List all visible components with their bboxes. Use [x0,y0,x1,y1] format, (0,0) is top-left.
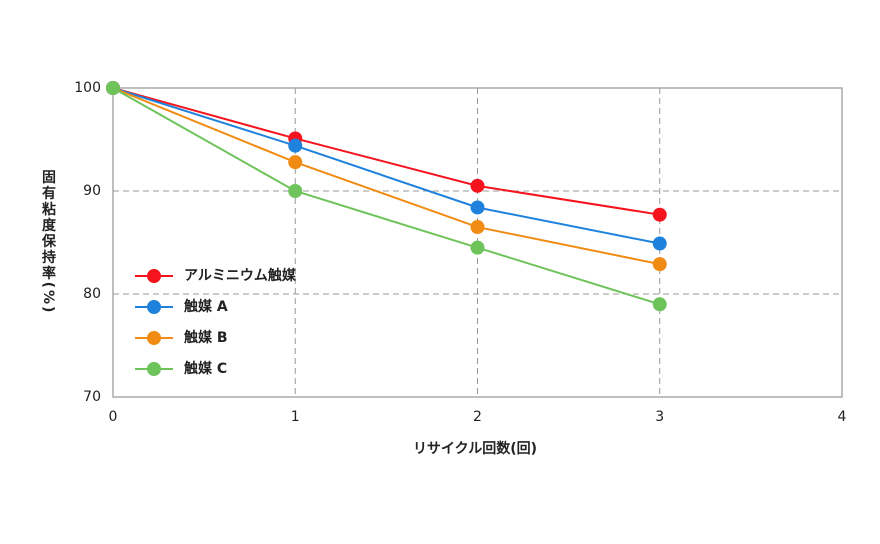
legend-marker [147,269,161,283]
series-line [112,87,661,306]
x-tick-label: 1 [291,409,300,425]
y-tick-label: 90 [83,183,101,199]
x-tick-label: 2 [473,409,482,425]
data-point [652,297,667,312]
legend-label: アルミニウム触媒 [184,267,297,284]
data-point [288,155,303,170]
data-point [470,200,485,215]
data-point [288,184,303,198]
legend-label: 触媒 B [183,329,228,346]
legend-label: 触媒 C [183,360,227,377]
series-line [112,87,660,245]
data-point [652,236,667,251]
x-tick-label: 0 [109,409,118,425]
x-tick-label: 4 [838,409,847,425]
x-tick-label: 3 [655,409,664,425]
y-tick-label: 70 [83,389,101,405]
series-line [112,87,660,266]
x-axis-title: リサイクル回数(回) [413,440,537,457]
data-point [652,207,667,222]
legend-marker [147,300,161,314]
y-tick-label: 80 [83,286,101,302]
data-point [288,138,303,153]
data-point [470,240,485,255]
data-point [470,220,485,235]
data-point [470,178,485,193]
legend-marker [147,362,161,376]
series-line [112,87,660,216]
y-axis-title: 固有粘度保持率(%) [40,170,57,315]
data-point [106,81,120,95]
legend-marker [147,331,161,345]
legend-label: 触媒 A [183,298,228,315]
y-tick-label: 100 [74,80,101,96]
data-point [652,257,667,272]
